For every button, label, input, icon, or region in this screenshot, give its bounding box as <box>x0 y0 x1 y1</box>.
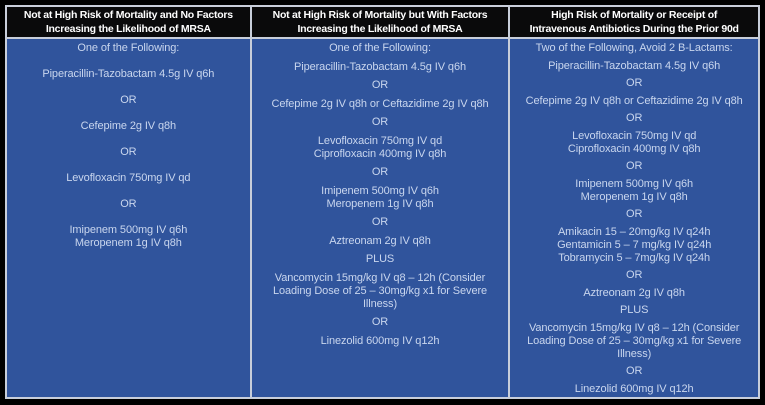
therapy-option: Imipenem 500mg IV q6h Meropenem 1g IV q8… <box>69 224 188 249</box>
therapy-option: Linezolid 600mg IV q12h <box>574 382 694 395</box>
or-separator: OR <box>120 146 137 158</box>
or-separator: OR <box>626 208 643 220</box>
cell-intro: Two of the Following, Avoid 2 B-Lactams: <box>535 42 733 54</box>
therapy-option: Aztreonam 2g IV q8h <box>329 234 431 247</box>
therapy-option: Cefepime 2g IV q8h or Ceftazidime 2g IV … <box>525 94 743 107</box>
or-separator: OR <box>626 269 643 281</box>
therapy-option: Cefepime 2g IV q8h <box>80 120 177 132</box>
or-separator: OR <box>626 77 643 89</box>
therapy-option: Vancomycin 15mg/kg IV q8 – 12h (Consider… <box>272 271 488 310</box>
therapy-option: Amikacin 15 – 20mg/kg IV q24h Gentamicin… <box>557 225 712 264</box>
therapy-option: Piperacillin-Tazobactam 4.5g IV q6h <box>42 68 215 80</box>
or-separator: OR <box>120 198 137 210</box>
therapy-option: Linezolid 600mg IV q12h <box>320 334 440 347</box>
therapy-option: Cefepime 2g IV q8h or Ceftazidime 2g IV … <box>271 97 489 110</box>
column-body-high-mortality: Two of the Following, Avoid 2 B-Lactams:… <box>510 39 758 397</box>
plus-separator: PLUS <box>619 304 649 316</box>
therapy-option: Imipenem 500mg IV q6h Meropenem 1g IV q8… <box>575 177 694 203</box>
therapy-option: Levofloxacin 750mg IV qd Ciprofloxacin 4… <box>567 129 701 155</box>
therapy-option: Piperacillin-Tazobactam 4.5g IV q6h <box>294 60 466 73</box>
column-header-no-mrsa-low-mortality: Not at High Risk of Mortality and No Fac… <box>7 7 250 37</box>
antibiotic-regimen-table: Not at High Risk of Mortality and No Fac… <box>5 5 760 399</box>
or-separator: OR <box>371 116 389 128</box>
cell-intro: One of the Following: <box>77 42 180 54</box>
or-separator: OR <box>626 365 643 377</box>
or-separator: OR <box>626 112 643 124</box>
or-separator: OR <box>120 94 137 106</box>
column-body-no-mrsa-low-mortality: One of the Following: Piperacillin-Tazob… <box>7 39 250 397</box>
column-header-high-mortality: High Risk of Mortality or Receipt of Int… <box>510 7 758 37</box>
or-separator: OR <box>371 216 389 228</box>
column-header-mrsa-low-mortality: Not at High Risk of Mortality but With F… <box>251 7 509 37</box>
therapy-option: Levofloxacin 750mg IV qd <box>66 172 191 184</box>
cell-intro: One of the Following: <box>329 42 431 54</box>
therapy-option: Aztreonam 2g IV q8h <box>583 286 685 299</box>
therapy-option: Imipenem 500mg IV q6h Meropenem 1g IV q8… <box>321 184 439 210</box>
therapy-option: Piperacillin-Tazobactam 4.5g IV q6h <box>548 59 721 72</box>
therapy-option: Vancomycin 15mg/kg IV q8 – 12h (Consider… <box>527 321 742 360</box>
or-separator: OR <box>371 166 389 178</box>
column-body-mrsa-low-mortality: One of the Following: Piperacillin-Tazob… <box>251 39 509 397</box>
or-separator: OR <box>371 79 389 91</box>
or-separator: OR <box>626 160 643 172</box>
plus-separator: PLUS <box>365 253 395 265</box>
therapy-option: Levofloxacin 750mg IV qd Ciprofloxacin 4… <box>313 134 447 160</box>
or-separator: OR <box>371 316 389 328</box>
